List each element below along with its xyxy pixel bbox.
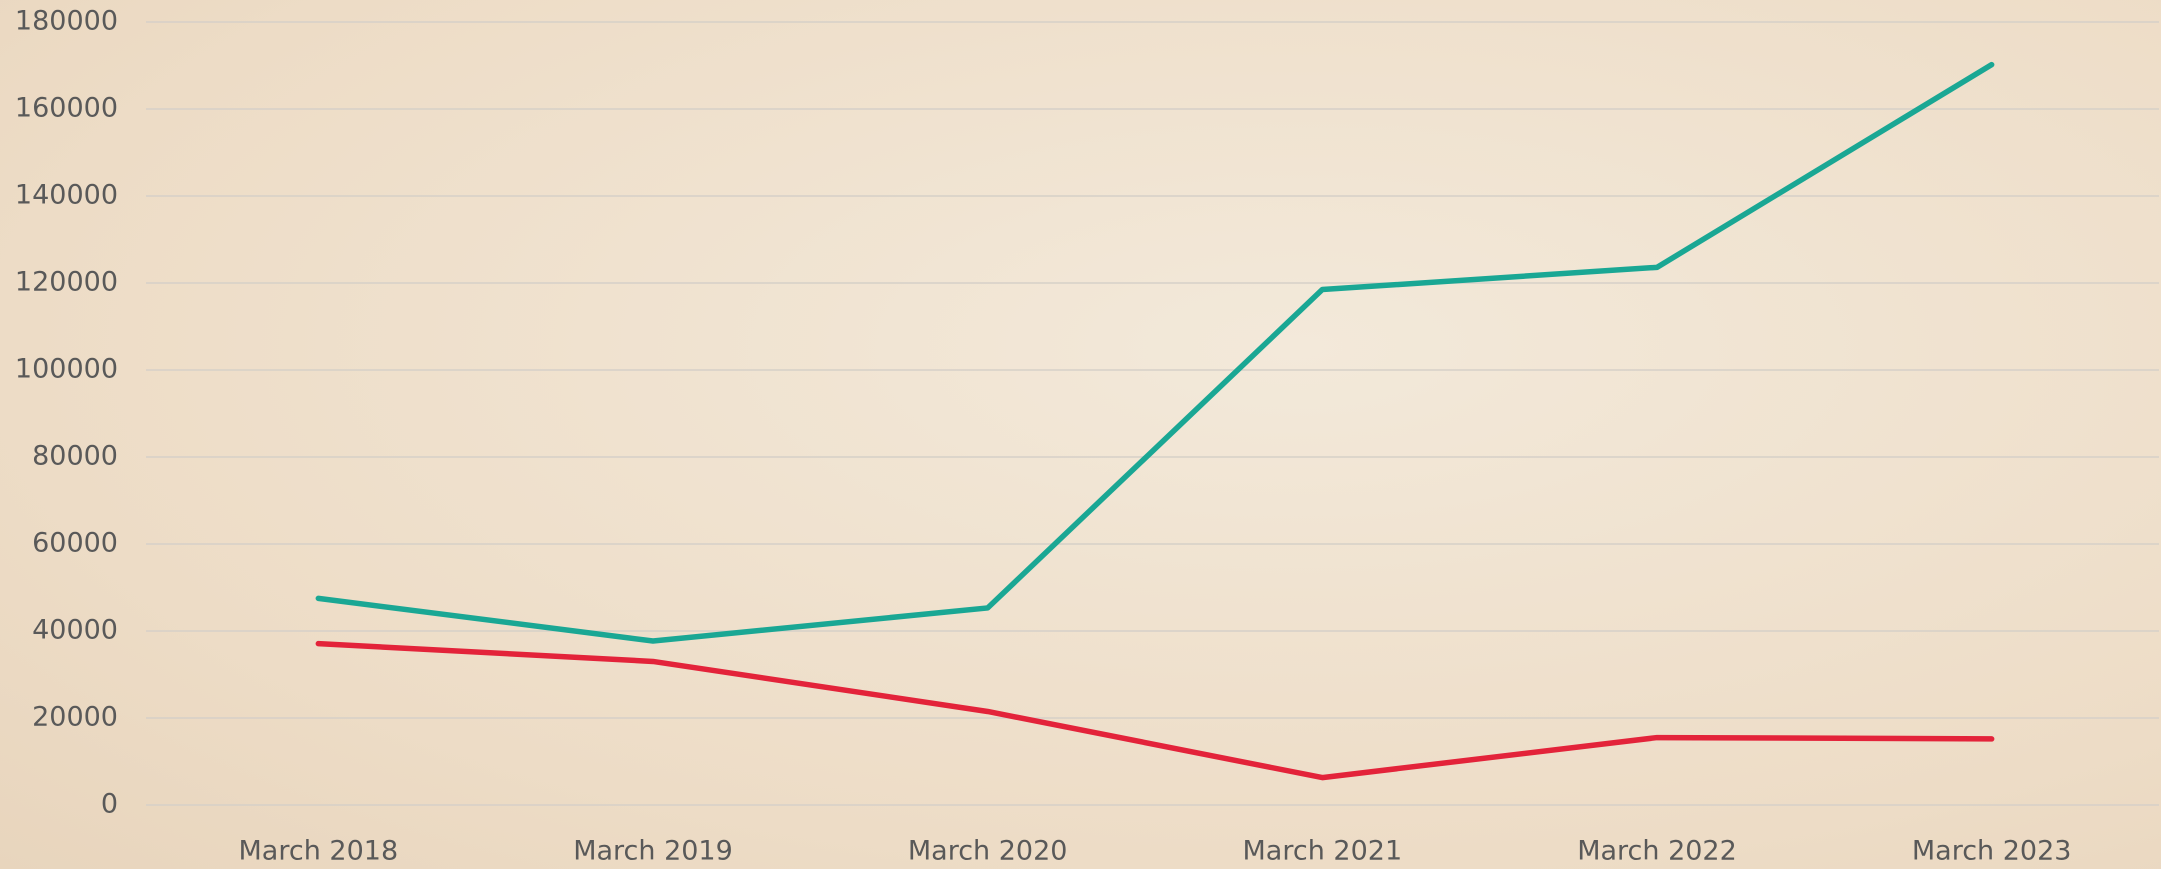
x-tick-label: March 2022	[1577, 836, 1737, 867]
y-tick-label: 160000	[15, 93, 118, 124]
x-tick-label: March 2021	[1243, 836, 1403, 867]
x-tick-label: March 2020	[908, 836, 1068, 867]
y-tick-label: 40000	[32, 615, 118, 646]
y-tick-label: 60000	[32, 528, 118, 559]
x-tick-label: March 2018	[239, 836, 399, 867]
y-tick-label: 180000	[15, 6, 118, 37]
chart: 0 20000 40000 60000 80000 100000 120000 140000 1…	[0, 0, 2161, 869]
data-line	[318, 65, 1991, 641]
y-tick-label: 80000	[32, 441, 118, 472]
data-line	[318, 644, 1991, 778]
y-tick-label: 100000	[15, 354, 118, 385]
x-tick-label: March 2023	[1912, 836, 2072, 867]
y-tick-label: 20000	[32, 702, 118, 733]
y-tick-label: 140000	[15, 180, 118, 211]
y-tick-label: 120000	[15, 267, 118, 298]
x-tick-label: March 2019	[573, 836, 733, 867]
y-tick-label: 0	[101, 789, 118, 820]
